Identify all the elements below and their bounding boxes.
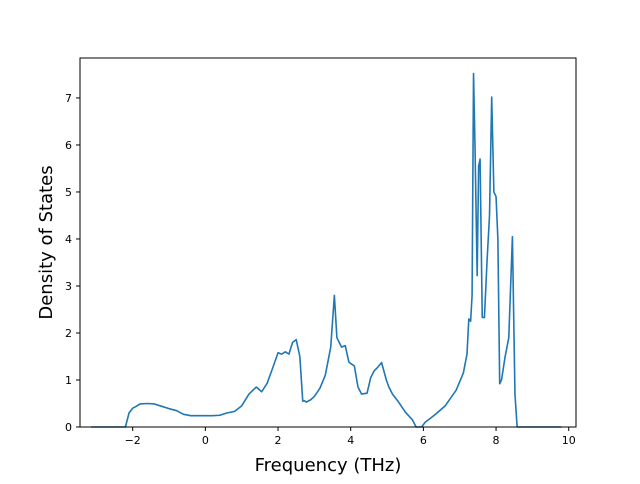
y-tick-label: 5 xyxy=(65,186,72,199)
axes-frame xyxy=(79,57,577,428)
x-axis-label: Frequency (THz) xyxy=(255,455,402,476)
ticks: −2 0 2 4 6 8 10 0 1 2 3 4 5 6 7 xyxy=(65,92,576,447)
y-tick-label: 0 xyxy=(65,421,72,434)
x-tick-label: −2 xyxy=(125,434,141,447)
y-tick-label: 6 xyxy=(65,139,72,152)
x-tick-label: 10 xyxy=(562,434,576,447)
x-tick-label: 2 xyxy=(275,434,282,447)
x-tick-label: 0 xyxy=(202,434,209,447)
y-tick-label: 1 xyxy=(65,374,72,387)
x-tick-label: 6 xyxy=(420,434,427,447)
x-tick-label: 4 xyxy=(347,434,354,447)
y-tick-label: 4 xyxy=(65,233,72,246)
y-tick-label: 3 xyxy=(65,280,72,293)
y-axis-label: Density of States xyxy=(36,165,57,319)
x-tick-label: 8 xyxy=(493,434,500,447)
series-line-0 xyxy=(90,72,562,428)
y-tick-label: 2 xyxy=(65,327,72,340)
plot-area xyxy=(90,72,562,428)
y-tick-label: 7 xyxy=(65,92,72,105)
